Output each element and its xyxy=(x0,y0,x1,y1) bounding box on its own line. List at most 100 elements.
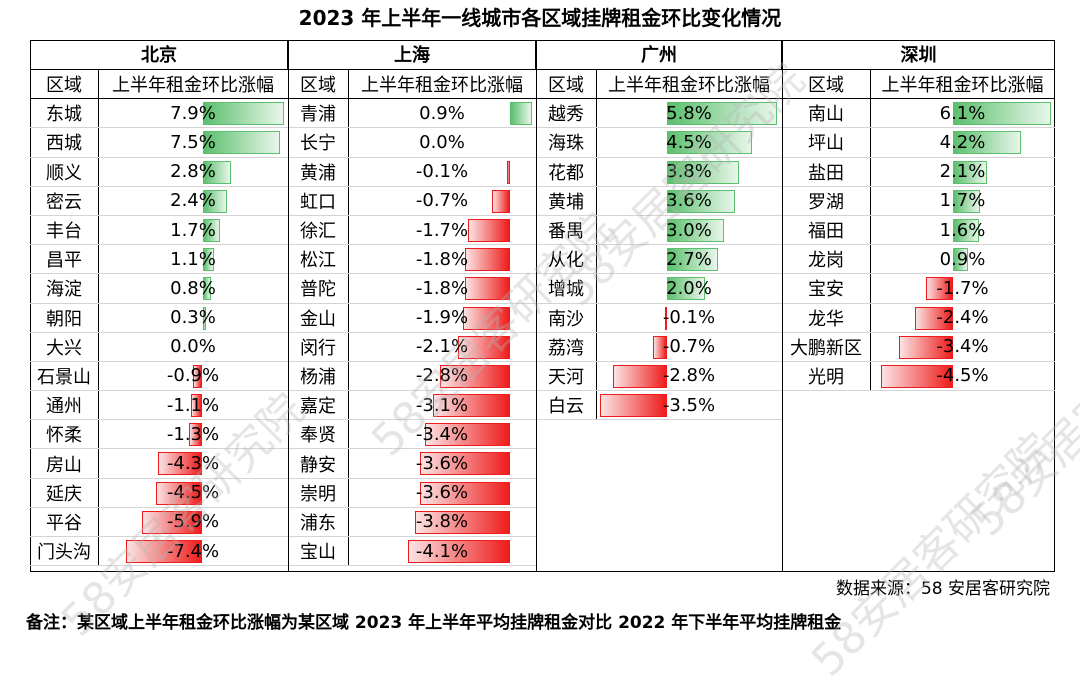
data-label: 0.3% xyxy=(170,307,216,329)
data-bar xyxy=(462,306,510,330)
district-name: 丰台 xyxy=(30,215,99,245)
data-bar xyxy=(666,102,778,126)
metric-column-header: 上半年租金环比涨幅 xyxy=(361,75,523,97)
table-row: 奉贤 -3.4% xyxy=(288,420,536,450)
district-name: 嘉定 xyxy=(288,391,349,420)
district-name: 昌平 xyxy=(30,245,99,274)
data-bar xyxy=(664,306,667,330)
data-label: 0.9% xyxy=(419,102,465,124)
data-label: -3.6% xyxy=(415,453,469,475)
data-bar xyxy=(193,364,203,388)
district-name: 崇明 xyxy=(288,478,349,507)
table-row: 虹口 -0.7% xyxy=(288,186,536,216)
table-row: 南沙 -0.1% xyxy=(536,303,782,333)
table-row: 房山 -4.3% xyxy=(30,449,288,479)
data-label: 1.7% xyxy=(170,219,216,241)
table-row: 丰台 1.7% xyxy=(30,215,288,246)
district-name: 南沙 xyxy=(536,303,597,332)
data-label: 1.6% xyxy=(939,219,986,241)
table-row: 大兴 0.0% xyxy=(30,332,288,362)
data-label: 2.0% xyxy=(666,277,712,299)
district-name: 青浦 xyxy=(288,99,349,128)
table-row: 越秀 5.8% xyxy=(536,99,782,129)
district-name: 罗湖 xyxy=(782,186,871,215)
data-bar xyxy=(600,394,667,418)
data-bar xyxy=(420,452,510,476)
table-row: 宝山 -4.1% xyxy=(288,537,536,567)
data-bar xyxy=(432,394,510,418)
data-bar xyxy=(425,423,510,447)
table-row: 长宁 0.0% xyxy=(288,128,536,158)
district-name: 怀柔 xyxy=(30,420,99,449)
data-bar xyxy=(953,102,1051,126)
table-row: 石景山 -0.9% xyxy=(30,361,288,392)
data-label: -3.1% xyxy=(415,394,469,416)
data-label: 3.6% xyxy=(666,190,712,212)
table-row: 坪山 4.2% xyxy=(782,128,1055,158)
district-name: 平谷 xyxy=(30,507,99,536)
table-row: 普陀 -1.8% xyxy=(288,274,536,304)
data-label: -4.5% xyxy=(166,482,220,504)
data-label: 3.0% xyxy=(666,219,712,241)
data-label: -4.5% xyxy=(936,365,989,387)
district-name: 白云 xyxy=(536,391,597,420)
table-row: 昌平 1.1% xyxy=(30,245,288,275)
column-header-row: 区域 上半年租金环比涨幅 xyxy=(782,70,1055,100)
data-bar xyxy=(156,481,203,505)
table-row: 闵行 -2.1% xyxy=(288,332,536,362)
district-name: 盐田 xyxy=(782,157,871,186)
data-bar xyxy=(126,540,203,563)
district-name: 海淀 xyxy=(30,274,99,303)
table-row: 增城 2.0% xyxy=(536,274,782,304)
district-name: 黄埔 xyxy=(536,186,597,215)
metric-column-header: 上半年租金环比涨幅 xyxy=(112,75,274,97)
data-label: -1.7% xyxy=(936,277,989,299)
data-bar xyxy=(666,218,724,242)
table-row: 顺义 2.8% xyxy=(30,157,288,187)
district-name: 大鹏新区 xyxy=(782,332,871,361)
data-bar xyxy=(202,102,284,126)
data-bar xyxy=(202,131,280,155)
city-title: 上海 xyxy=(288,40,536,70)
data-label: 2.4% xyxy=(170,190,216,212)
table-row: 黄埔 3.6% xyxy=(536,186,782,216)
table-row: 南山 6.1% xyxy=(782,99,1055,129)
district-name: 天河 xyxy=(536,361,597,391)
data-label: -5.9% xyxy=(166,511,220,533)
data-label: 0.9% xyxy=(939,248,986,270)
table-row: 天河 -2.8% xyxy=(536,361,782,392)
data-label: -1.7% xyxy=(415,219,469,241)
column-header-row: 区域 上半年租金环比涨幅 xyxy=(30,70,288,100)
data-bar xyxy=(666,189,736,213)
district-name: 通州 xyxy=(30,391,99,420)
data-label: 6.1% xyxy=(939,102,986,124)
data-label: 7.5% xyxy=(170,131,216,153)
table-row: 延庆 -4.5% xyxy=(30,478,288,508)
data-label: -0.1% xyxy=(415,161,469,183)
data-label: 1.1% xyxy=(170,248,216,270)
table-row: 从化 2.7% xyxy=(536,245,782,275)
data-bar xyxy=(953,218,979,242)
data-label: -3.8% xyxy=(415,511,469,533)
data-bar xyxy=(953,248,968,272)
data-bar xyxy=(613,364,667,388)
district-name: 光明 xyxy=(782,361,871,391)
data-bar xyxy=(492,189,510,213)
district-name: 大兴 xyxy=(30,332,99,361)
chart-title: 2023 年上半年一线城市各区域挂牌租金环比变化情况 xyxy=(298,6,782,30)
data-label: -1.8% xyxy=(415,277,469,299)
data-label: -4.1% xyxy=(415,540,469,562)
data-bar xyxy=(202,218,221,242)
table-row: 青浦 0.9% xyxy=(288,99,536,129)
data-label: -1.9% xyxy=(415,307,469,329)
city-title: 深圳 xyxy=(782,40,1055,70)
data-label: -2.4% xyxy=(936,307,989,329)
district-name: 龙华 xyxy=(782,303,871,332)
table-row: 番禺 3.0% xyxy=(536,215,782,246)
district-name: 金山 xyxy=(288,303,349,332)
column-header-row: 区域 上半年租金环比涨幅 xyxy=(536,70,782,100)
column-header-row: 区域 上半年租金环比涨幅 xyxy=(288,70,536,100)
district-name: 石景山 xyxy=(30,361,99,391)
data-label: 4.2% xyxy=(939,131,986,153)
data-bar xyxy=(158,452,203,476)
